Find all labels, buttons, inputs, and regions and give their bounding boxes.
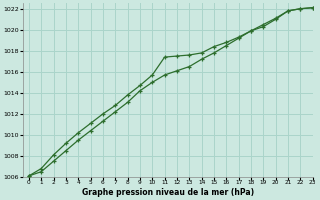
X-axis label: Graphe pression niveau de la mer (hPa): Graphe pression niveau de la mer (hPa): [82, 188, 254, 197]
